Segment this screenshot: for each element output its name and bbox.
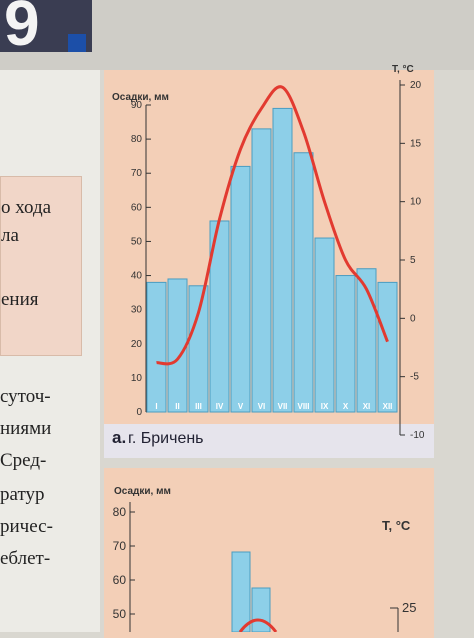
month-label-V: V	[238, 402, 244, 411]
bar-V	[230, 165, 251, 413]
side-line-5: ричес-	[0, 516, 53, 537]
y2-axis-title-2: T, °C	[382, 518, 411, 533]
month-label-III: III	[195, 402, 202, 411]
temperature-line-2	[238, 618, 278, 632]
month-label-VIII: VIII	[297, 402, 309, 411]
month-label-XI: XI	[363, 402, 371, 411]
side-line-1: суточ-	[0, 386, 51, 407]
note-line-2: ла	[1, 225, 19, 246]
month-label-I: I	[155, 402, 157, 411]
y2-tick-label-0: -10	[410, 430, 425, 441]
y-tick-label-4: 40	[131, 271, 143, 282]
bar-X	[335, 275, 356, 413]
side-line-3: Сред-	[0, 450, 47, 471]
y2-tick-label-4: 10	[410, 197, 422, 208]
y-axis-title-2: Осадки, мм	[114, 486, 171, 497]
y2-tick-label-1: -5	[410, 372, 419, 383]
bar-VII	[272, 107, 293, 413]
side-note-box: о хода ла ения	[0, 176, 82, 356]
month-label-IV: IV	[216, 402, 224, 411]
bar-2-a	[231, 551, 251, 632]
y-tick-label-7: 70	[131, 168, 143, 179]
y-axis-title: Осадки, мм	[112, 92, 169, 103]
y-tick-label-0: 0	[136, 407, 142, 418]
side-line-6: еблет-	[0, 548, 51, 569]
bar-VI	[251, 128, 272, 413]
bar-VIII	[293, 152, 314, 413]
y2-tick-label-2: 0	[410, 313, 416, 324]
y-tick-label-8: 80	[131, 134, 143, 145]
y2-tick-label-3: 5	[410, 255, 416, 266]
caption-text: г. Бричень	[128, 430, 204, 447]
y-tick-label-2-1: 60	[113, 573, 127, 587]
note-line-1: о хода	[1, 197, 52, 218]
y2-tick-label-2-0: 25	[402, 600, 416, 615]
bar-2-b	[251, 587, 271, 632]
side-line-2: ниями	[0, 418, 52, 439]
y2-tick-label-6: 20	[410, 80, 422, 91]
blue-marker	[68, 34, 86, 52]
y-tick-label-3: 30	[131, 305, 143, 316]
note-line-3: ения	[1, 289, 39, 310]
y-tick-label-2: 20	[131, 339, 143, 350]
month-label-IX: IX	[321, 402, 329, 411]
bar-XI	[356, 268, 377, 413]
bar-XII	[377, 281, 398, 413]
month-label-XII: XII	[383, 402, 393, 411]
y-tick-label-6: 60	[131, 202, 143, 213]
month-label-VI: VI	[258, 402, 266, 411]
y2-tick-label-5: 15	[410, 138, 422, 149]
bar-IX	[314, 237, 335, 413]
bar-III	[188, 285, 209, 413]
y-tick-label-2-2: 70	[113, 539, 127, 553]
bar-II	[167, 278, 188, 413]
caption-letter: а.	[112, 428, 127, 447]
y-tick-label-9: 90	[131, 100, 143, 111]
y-tick-label-5: 50	[131, 236, 143, 247]
y2-axis-title: T, °C	[392, 64, 414, 75]
month-label-II: II	[175, 402, 179, 411]
y-tick-label-2-0: 50	[113, 607, 127, 621]
bar-I	[146, 281, 167, 413]
month-label-X: X	[343, 402, 349, 411]
y-tick-label-1: 10	[131, 373, 143, 384]
section-number: 9	[4, 0, 40, 59]
month-label-VII: VII	[278, 402, 288, 411]
temperature-line	[156, 85, 389, 366]
side-line-4: ратур	[0, 484, 45, 505]
caption-strip	[104, 424, 434, 458]
y-tick-label-2-3: 80	[113, 505, 127, 519]
